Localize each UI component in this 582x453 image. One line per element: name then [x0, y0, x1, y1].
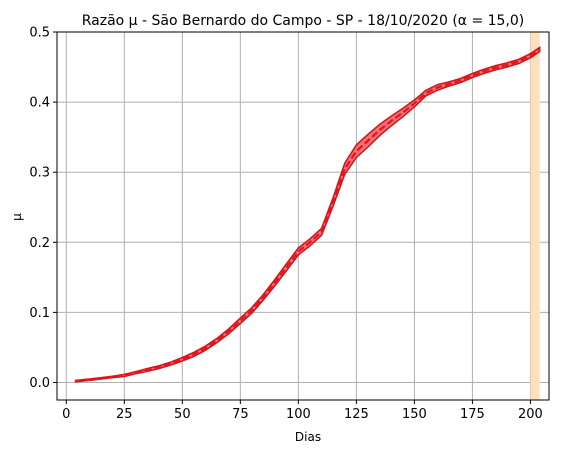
y-axis-label: μ: [10, 213, 24, 221]
y-tick-label: 0.3: [29, 166, 50, 181]
x-tick-label: 75: [232, 407, 249, 422]
grid: [57, 31, 549, 400]
y-tick-label: 0.5: [29, 26, 50, 41]
x-tick-label: 100: [286, 407, 311, 422]
plot-frame: [56, 31, 550, 401]
x-axis-label: Dias: [295, 430, 321, 444]
y-tick-label: 0.0: [29, 376, 50, 391]
x-tick-label: 200: [518, 407, 543, 422]
x-tick-label: 150: [402, 407, 427, 422]
x-tick-label: 125: [344, 407, 369, 422]
y-tick-label: 0.1: [29, 306, 50, 321]
x-tick-label: 175: [460, 407, 485, 422]
x-tick-label: 25: [116, 407, 133, 422]
series-layer: [74, 45, 541, 383]
highlight-band: [530, 32, 540, 400]
x-tick-label: 0: [62, 407, 70, 422]
x-tick-label: 50: [174, 407, 191, 422]
y-tick-label: 0.4: [29, 96, 50, 111]
y-tick-label: 0.2: [29, 236, 50, 251]
series-confidence-band: [74, 45, 541, 383]
ticks: 0 25 50 75 100 125 150 175 200 0.0 0.1 0.2 0.3 0.4 0.5: [29, 26, 543, 423]
highlight-band-layer: [530, 32, 540, 400]
series-line: [75, 48, 541, 383]
chart-title: Razão μ - São Bernardo do Campo - SP - 1…: [82, 13, 525, 29]
